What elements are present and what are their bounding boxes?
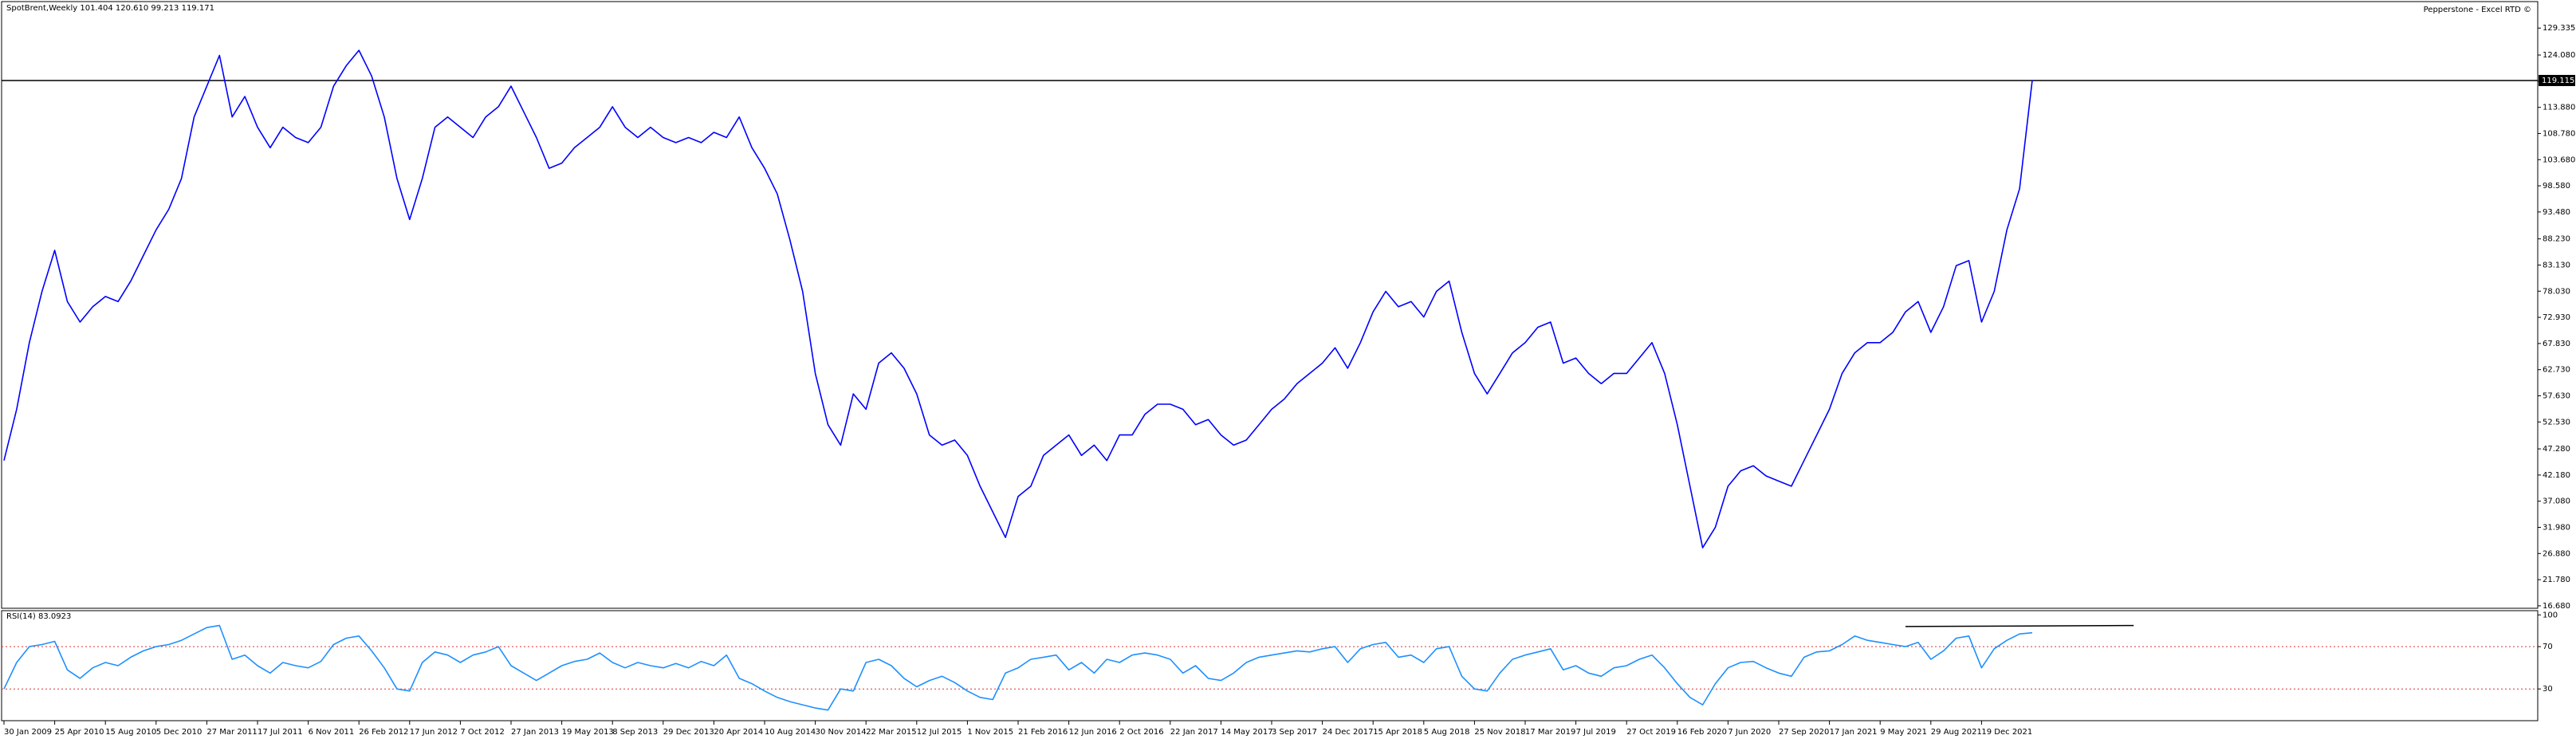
x-tick-label: 1 Nov 2015 [967, 728, 1013, 737]
series-line [3, 49, 2033, 548]
y-tick-label: 47.280 [2543, 445, 2570, 454]
y-tick-label: 83.130 [2543, 261, 2570, 269]
x-tick-label: 7 Jun 2020 [1728, 728, 1771, 737]
x-tick-label: 30 Jan 2009 [4, 728, 52, 737]
y-tick-label: 52.530 [2543, 418, 2570, 427]
x-tick-label: 27 Sep 2020 [1779, 728, 1829, 737]
x-tick-label: 21 Feb 2016 [1018, 728, 1068, 737]
y-tick-label: 37.080 [2543, 497, 2570, 506]
series-line [3, 624, 2033, 711]
y-tick-label: 78.030 [2543, 287, 2570, 296]
x-tick-label: 17 Jun 2012 [410, 728, 458, 737]
source: Pepperstone - Excel RTD © [2424, 6, 2531, 14]
y-tick-label: 124.080 [2543, 51, 2575, 60]
y-tick-label: 42.180 [2543, 471, 2570, 480]
x-tick-label: 20 Apr 2014 [714, 728, 763, 737]
indicator-title: RSI(14) 83.0923 [6, 612, 71, 621]
x-tick-label: 7 Oct 2012 [460, 728, 504, 737]
y-tick-label: 31.980 [2543, 523, 2570, 532]
y-tick-label: 57.630 [2543, 391, 2570, 400]
x-tick-label: 5 Aug 2018 [1424, 728, 1470, 737]
x-tick-label: 14 May 2017 [1221, 728, 1272, 737]
y-tick-label: 100 [2543, 611, 2558, 619]
x-tick-label: 22 Mar 2015 [866, 728, 916, 737]
x-tick-label: 24 Dec 2017 [1323, 728, 1374, 737]
level-label: 119.115 [2542, 77, 2574, 85]
y-tick-label: 72.930 [2543, 313, 2570, 322]
x-tick-label: 29 Aug 2021 [1931, 728, 1982, 737]
x-tick-label: 7 Jul 2019 [1576, 728, 1616, 737]
y-tick-label: 129.335 [2543, 24, 2575, 33]
x-tick-label: 27 Jan 2013 [511, 728, 559, 737]
x-tick-label: 15 Aug 2010 [105, 728, 156, 737]
y-tick-label: 62.730 [2543, 366, 2570, 375]
x-tick-label: 30 Nov 2014 [816, 728, 867, 737]
panel-frame [1, 610, 2539, 721]
x-tick-label: 3 Sep 2017 [1272, 728, 1317, 737]
x-tick-label: 25 Apr 2010 [55, 728, 104, 737]
x-tick-label: 5 Dec 2010 [156, 728, 203, 737]
y-tick-label: 93.480 [2543, 208, 2570, 217]
y-tick-label: 67.830 [2543, 340, 2570, 348]
x-tick-label: 9 May 2021 [1880, 728, 1927, 737]
x-tick-label: 19 Dec 2021 [1981, 728, 2032, 737]
x-tick-label: 8 Sep 2013 [612, 728, 658, 737]
x-tick-label: 27 Mar 2011 [206, 728, 257, 737]
trendline [1905, 624, 2134, 627]
x-tick-label: 22 Jan 2017 [1170, 728, 1218, 737]
x-tick-label: 25 Nov 2018 [1474, 728, 1525, 737]
y-tick-label: 103.680 [2543, 155, 2575, 164]
x-tick-label: 12 Jul 2015 [917, 728, 962, 737]
x-tick-label: 10 Aug 2014 [765, 728, 816, 737]
y-tick-label: 30 [2543, 685, 2553, 694]
x-tick-label: 17 Mar 2019 [1525, 728, 1575, 737]
y-tick-label: 88.230 [2543, 235, 2570, 244]
x-tick-label: 16 Feb 2020 [1677, 728, 1727, 737]
x-tick-label: 19 May 2013 [562, 728, 614, 737]
y-tick-label: 113.880 [2543, 104, 2575, 112]
x-tick-label: 26 Feb 2012 [359, 728, 408, 737]
chart-title: SpotBrent,Weekly 101.404 120.610 99.213 … [6, 4, 214, 13]
x-tick-label: 29 Dec 2013 [663, 728, 714, 737]
x-tick-label: 6 Nov 2011 [309, 728, 355, 737]
level-label-bg [2539, 74, 2575, 86]
y-tick-label: 108.780 [2543, 129, 2575, 138]
panel-frame [1, 1, 2539, 609]
x-tick-label: 15 Apr 2018 [1373, 728, 1422, 737]
y-tick-label: 26.880 [2543, 549, 2570, 558]
x-tick-label: 12 Jun 2016 [1069, 728, 1117, 737]
x-tick-label: 27 Oct 2019 [1626, 728, 1676, 737]
y-tick-label: 70 [2543, 643, 2553, 651]
x-tick-label: 2 Oct 2016 [1119, 728, 1163, 737]
y-tick-label: 21.780 [2543, 576, 2570, 584]
y-tick-label: 16.680 [2543, 602, 2570, 611]
x-tick-label: 17 Jan 2021 [1830, 728, 1878, 737]
x-tick-label: 17 Jul 2011 [258, 728, 303, 737]
y-tick-label: 98.580 [2543, 182, 2570, 191]
